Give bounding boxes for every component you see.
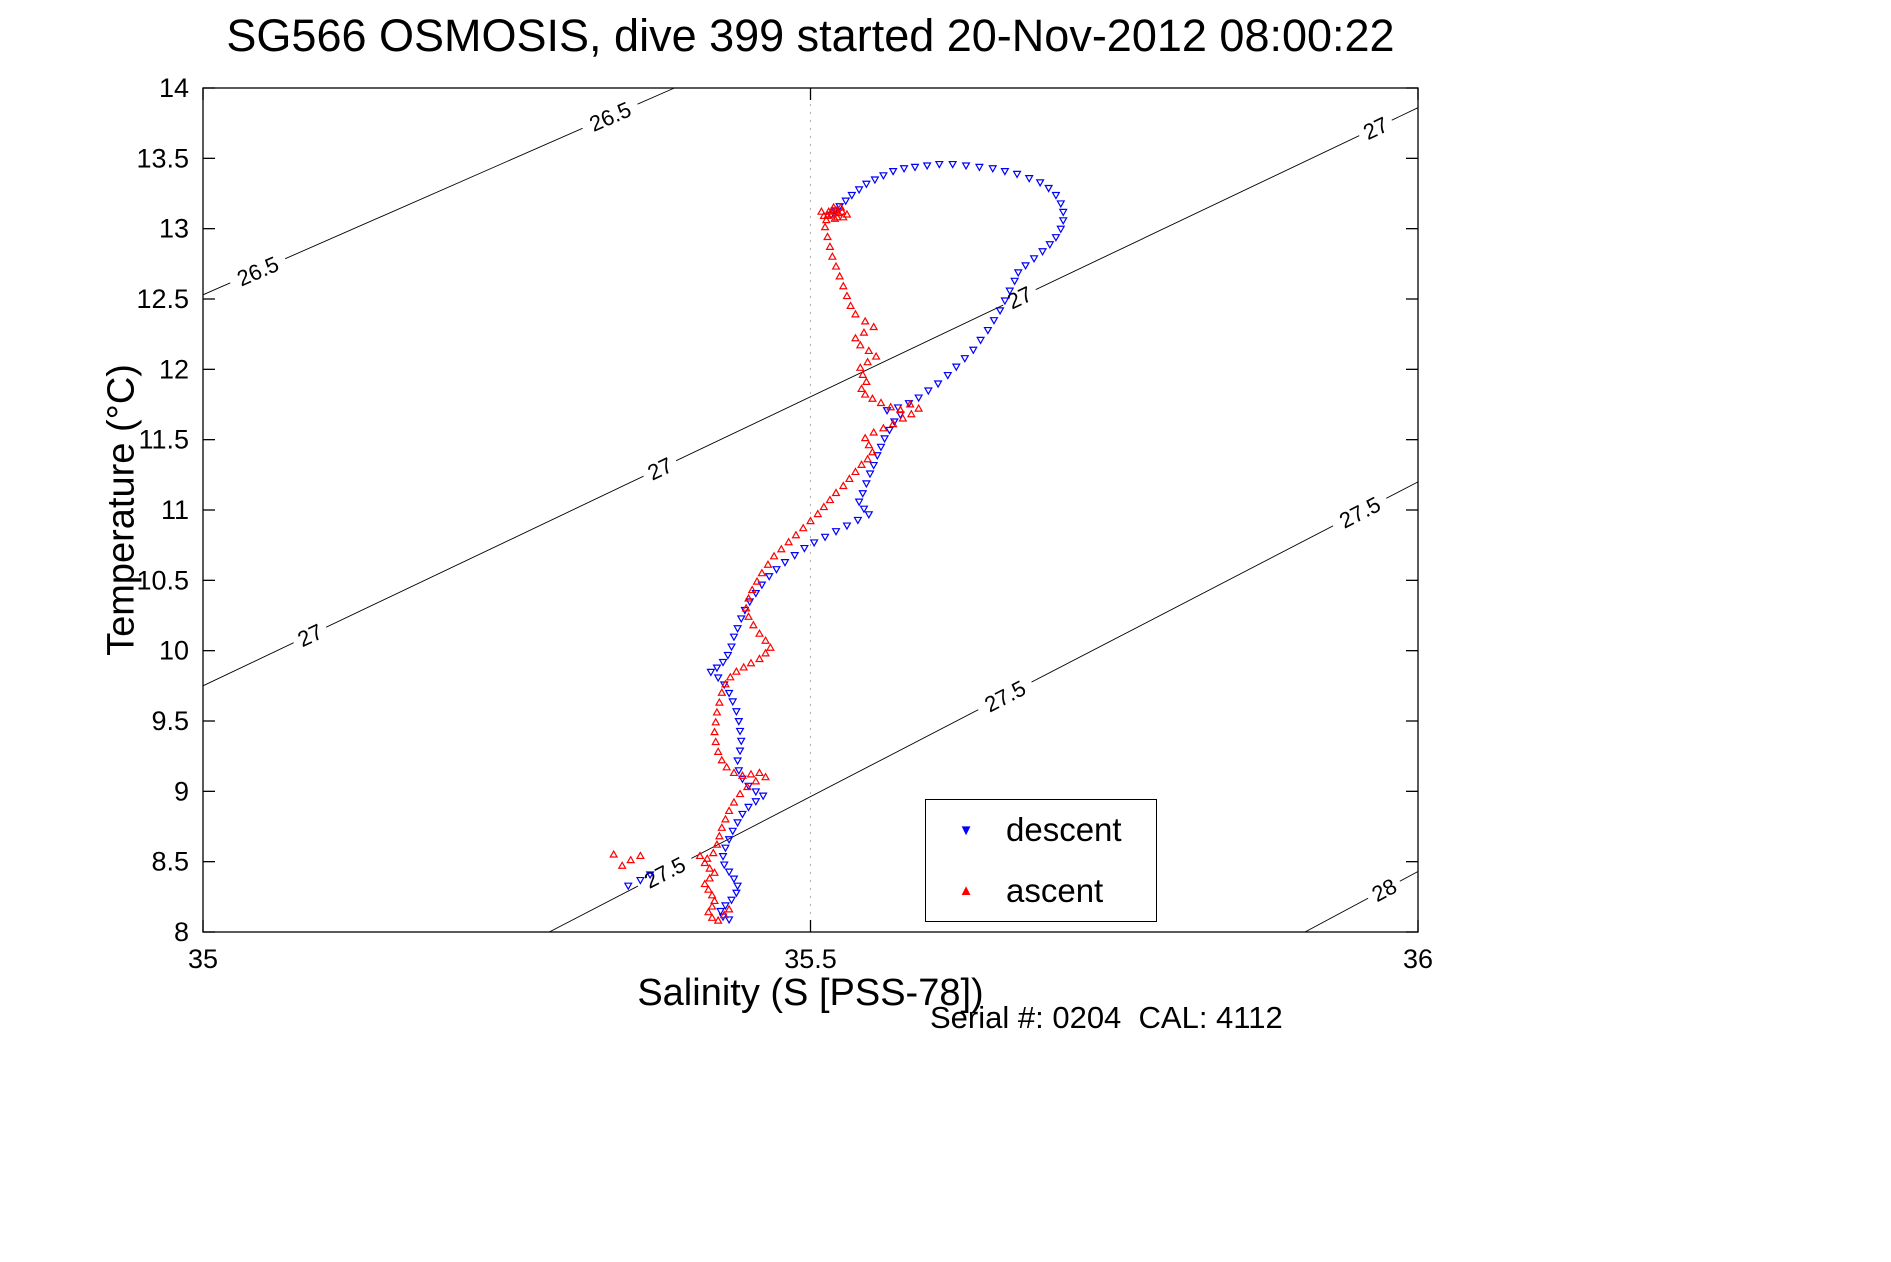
svg-text:9: 9 (174, 776, 189, 806)
svg-text:10.5: 10.5 (136, 565, 189, 595)
svg-text:14: 14 (159, 73, 189, 103)
legend-item-ascent: ▲ ascent (926, 872, 1156, 910)
chart-title: SG566 OSMOSIS, dive 399 started 20-Nov-2… (226, 10, 1395, 61)
svg-text:8.5: 8.5 (151, 847, 189, 877)
legend: ▼ descent ▲ ascent (925, 799, 1157, 922)
svg-text:36: 36 (1403, 944, 1433, 974)
svg-text:8: 8 (174, 917, 189, 947)
x-axis-label: Salinity (S [PSS-78]) (637, 972, 984, 1014)
serial-cal-text: Serial #: 0204 CAL: 4112 (930, 1000, 1283, 1035)
descent-triangle-down-icon: ▼ (958, 821, 974, 839)
legend-label-descent: descent (1006, 811, 1122, 849)
svg-text:12: 12 (159, 354, 189, 384)
ascent-triangle-up-icon: ▲ (958, 882, 974, 900)
legend-item-descent: ▼ descent (926, 811, 1156, 849)
svg-text:11.5: 11.5 (138, 425, 189, 455)
svg-text:9.5: 9.5 (151, 706, 189, 736)
svg-text:13.5: 13.5 (136, 143, 189, 173)
svg-text:35.5: 35.5 (784, 944, 837, 974)
svg-text:10: 10 (159, 636, 189, 666)
legend-label-ascent: ascent (1006, 871, 1104, 909)
svg-text:35: 35 (188, 944, 218, 974)
svg-text:13: 13 (159, 214, 189, 244)
svg-text:12.5: 12.5 (136, 284, 189, 314)
svg-text:11: 11 (161, 495, 189, 525)
